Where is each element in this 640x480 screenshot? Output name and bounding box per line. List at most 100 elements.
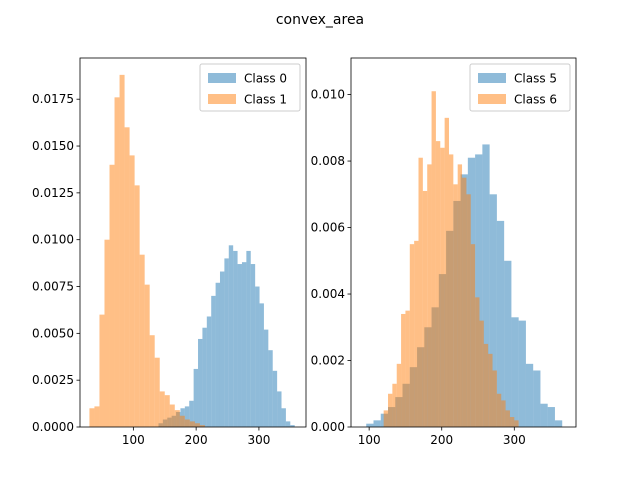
histogram-bar [547, 407, 555, 427]
y-tick-label: 0.004 [311, 287, 345, 301]
histogram-bar [189, 400, 194, 427]
y-tick-label: 0.008 [311, 154, 345, 168]
histogram-bar [448, 154, 454, 427]
histogram-bar [422, 190, 428, 427]
histogram-bar [215, 282, 220, 427]
y-tick-label: 0.0000 [32, 420, 74, 434]
histogram-bar [501, 400, 506, 427]
legend-swatch [478, 73, 506, 83]
histogram-bar [373, 420, 381, 427]
x-tick-label: 200 [185, 433, 208, 447]
histogram-bar [409, 244, 415, 427]
histogram-bar [139, 254, 145, 427]
histogram-bar [149, 335, 155, 427]
histogram-bar [94, 406, 100, 427]
histogram-bar [366, 423, 374, 427]
histogram-bar [457, 164, 463, 427]
histogram-bar [199, 425, 205, 427]
histogram-bar [444, 117, 449, 427]
left-histogram-panel: 100 200 300 0.0000 0.0025 0.0050 0.0075 0.0100 0… [32, 57, 307, 447]
histogram-bar [431, 91, 436, 428]
y-tick-label: 0.006 [311, 221, 345, 235]
histogram-bar [435, 141, 441, 428]
histogram-bar [418, 157, 423, 428]
histogram-bar [159, 391, 165, 427]
y-tick-label: 0.0025 [32, 373, 74, 387]
y-tick-label: 0.010 [311, 88, 345, 102]
y-tick-label: 0.0075 [32, 280, 74, 294]
right-histogram-panel: 100 200 300 0.000 0.002 0.004 0.006 0.008 0.010 C… [311, 57, 577, 447]
y-tick-label: 0.0125 [32, 186, 74, 200]
histogram-bar [505, 410, 510, 427]
histogram-bar [134, 185, 140, 427]
histogram-bar [475, 154, 483, 427]
legend-label: Class 1 [244, 93, 287, 107]
histogram-bar [169, 404, 175, 427]
histogram-bar [246, 250, 251, 427]
y-tick-label: 0.0150 [32, 139, 74, 153]
histogram-bar [479, 320, 484, 427]
histogram-bar [554, 420, 563, 427]
histogram-bar [89, 408, 95, 427]
histogram-bar [281, 408, 286, 427]
histogram-bar [189, 421, 195, 427]
histogram-bar [392, 383, 397, 427]
histogram-bar [482, 144, 490, 427]
histogram-bar [277, 391, 282, 427]
histogram-bar [401, 313, 406, 427]
histogram-bar [193, 368, 199, 427]
histogram-bar [511, 317, 519, 427]
histogram-bar [219, 271, 225, 427]
histogram-bar [396, 363, 402, 427]
histogram-bar [514, 420, 519, 427]
histogram-bar [453, 184, 458, 427]
histogram-bar [119, 74, 125, 428]
y-tick-label: 0.000 [311, 420, 345, 434]
histogram-bar [492, 370, 497, 427]
histogram-bar [241, 262, 247, 427]
histogram-bar [470, 244, 476, 427]
histogram-bar [99, 314, 105, 427]
x-tick-label: 200 [430, 433, 453, 447]
legend-label: Class 0 [244, 72, 287, 86]
y-tick-label: 0.0050 [32, 326, 74, 340]
histogram-bar [518, 320, 526, 427]
histogram-bar [496, 220, 505, 427]
histogram-bar [202, 327, 207, 427]
y-tick-label: 0.002 [311, 354, 345, 368]
histogram-bar [488, 353, 493, 427]
histogram-bar [184, 419, 190, 427]
histogram-bar [489, 194, 497, 427]
histogram-bar [224, 258, 229, 427]
histogram-bar [475, 297, 480, 427]
histogram-bar [174, 410, 180, 427]
histogram-bar [198, 338, 203, 427]
histogram-bar [405, 310, 410, 427]
histogram-bar [144, 284, 150, 427]
histogram-bar [104, 239, 110, 427]
histogram-bar [427, 164, 432, 427]
histogram-bar [440, 147, 445, 427]
legend-label: Class 6 [514, 93, 557, 107]
x-tick-label: 100 [358, 433, 381, 447]
histogram-bar [285, 421, 291, 427]
histogram-bar [533, 370, 541, 427]
y-tick-label: 0.0100 [32, 233, 74, 247]
histogram-bar [129, 155, 135, 427]
histogram-bar [179, 415, 185, 427]
histogram-bar [154, 357, 160, 427]
histogram-bar [124, 127, 130, 428]
histogram-bar [250, 264, 256, 427]
histogram-bar [509, 417, 515, 427]
histogram-bar [164, 395, 170, 427]
axes-frame [79, 57, 307, 428]
histogram-bar [237, 264, 242, 427]
histogram-bar [540, 403, 548, 427]
histogram-bar [504, 260, 512, 427]
histogram-bar [233, 250, 238, 427]
histogram-bar [211, 295, 216, 427]
legend-swatch [208, 73, 236, 83]
histogram-bar [228, 245, 234, 427]
legend-swatch [478, 94, 506, 104]
